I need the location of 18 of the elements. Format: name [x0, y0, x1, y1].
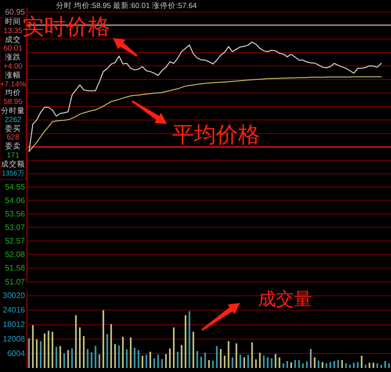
- y-tick-label: 18012: [2, 320, 26, 330]
- y-tick-label: 51.58: [4, 264, 26, 273]
- annotation: 平均价格: [172, 122, 260, 147]
- y-tick-label: 30020: [2, 291, 26, 300]
- y-tick-label: 52.57: [4, 236, 26, 246]
- y-tick-label: 51.07: [4, 278, 26, 286]
- y-tick-label: 53.56: [4, 209, 26, 218]
- y-tick-label: 60.95: [4, 8, 26, 16]
- y-tick-label: 6004: [7, 349, 26, 358]
- y-tick-label: 54.55: [4, 182, 26, 192]
- y-tick-label: 54.06: [4, 196, 26, 205]
- y-tick-label: 53.07: [4, 222, 26, 232]
- annotation: 成交量: [258, 289, 312, 309]
- y-tick-label: 12008: [2, 334, 26, 344]
- y-tick-label: 52.08: [4, 250, 26, 259]
- line-series: [28, 76, 382, 152]
- line-series: [28, 42, 382, 152]
- y-tick-label: 24016: [2, 306, 26, 315]
